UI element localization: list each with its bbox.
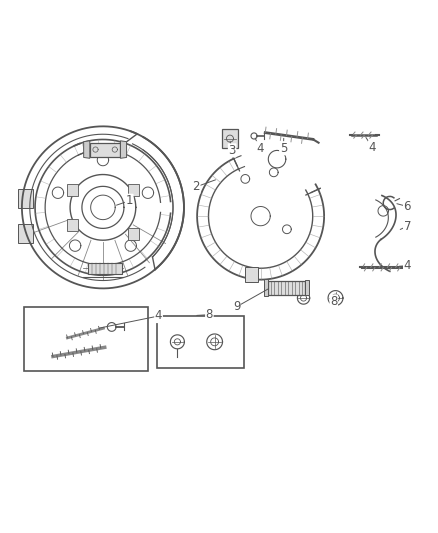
Text: 8: 8: [206, 308, 213, 321]
Polygon shape: [90, 142, 120, 157]
Polygon shape: [128, 228, 139, 240]
Polygon shape: [18, 224, 33, 243]
Polygon shape: [268, 280, 305, 295]
Text: 3: 3: [229, 144, 236, 157]
Text: 4: 4: [256, 142, 264, 155]
Polygon shape: [128, 184, 139, 196]
Polygon shape: [245, 266, 258, 282]
Polygon shape: [222, 129, 238, 148]
Text: 4: 4: [403, 259, 411, 272]
Polygon shape: [18, 189, 33, 208]
Text: 2: 2: [192, 180, 200, 193]
Polygon shape: [305, 280, 309, 295]
Text: 4: 4: [155, 310, 162, 322]
Polygon shape: [67, 219, 78, 231]
Polygon shape: [120, 141, 127, 158]
Polygon shape: [88, 263, 122, 274]
Polygon shape: [264, 279, 268, 296]
Text: 9: 9: [233, 300, 240, 313]
Text: 1: 1: [125, 195, 133, 207]
Polygon shape: [84, 141, 90, 158]
Text: 6: 6: [403, 200, 411, 213]
Text: 8: 8: [330, 295, 337, 308]
Text: 4: 4: [368, 141, 376, 154]
Text: 5: 5: [280, 142, 287, 155]
Polygon shape: [67, 184, 78, 196]
Text: 7: 7: [403, 220, 411, 233]
